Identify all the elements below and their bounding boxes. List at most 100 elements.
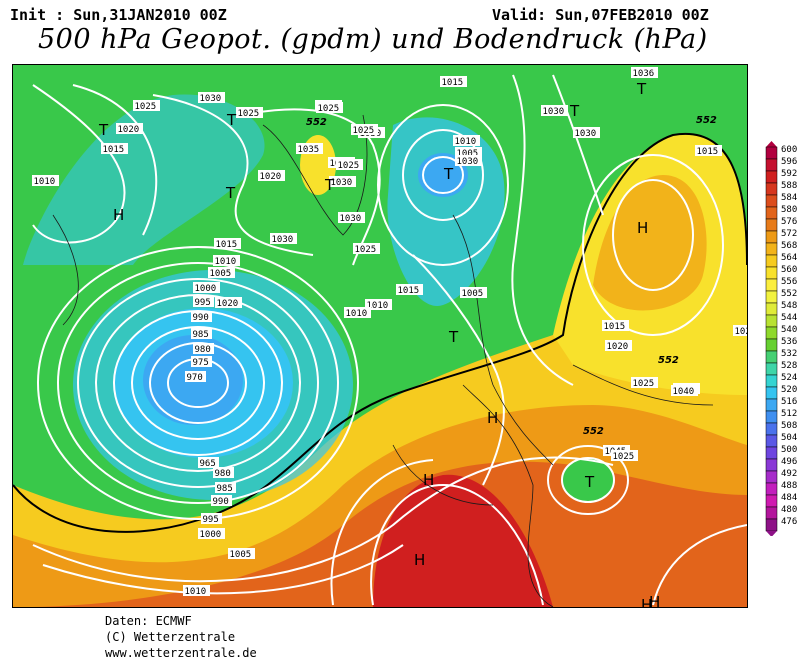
legend-label: 556: [781, 277, 797, 287]
high-pressure-center: H: [641, 596, 652, 607]
isobar-label: 1025: [236, 107, 263, 119]
svg-text:1025: 1025: [633, 379, 655, 389]
height-contour-label: 552: [658, 355, 679, 366]
isobar-label: 1005: [228, 548, 255, 560]
svg-text:1040: 1040: [673, 387, 695, 397]
svg-text:1030: 1030: [340, 214, 362, 224]
legend-label: 600: [781, 145, 797, 155]
legend-label: 560: [781, 265, 797, 275]
svg-text:990: 990: [213, 497, 229, 507]
svg-text:1025: 1025: [135, 102, 157, 112]
isobar-label: 1020: [605, 340, 632, 352]
isobar-label: 1015: [396, 284, 423, 296]
svg-text:980: 980: [195, 345, 211, 355]
high-pressure-center: H: [649, 593, 660, 607]
height-contour-label: 552: [306, 117, 327, 128]
isobar-label: 1010: [32, 175, 59, 187]
legend-label: 572: [781, 229, 797, 239]
svg-text:1030: 1030: [272, 235, 294, 245]
isobar-label: 970: [185, 371, 206, 383]
legend-label: 580: [781, 205, 797, 215]
svg-text:1000: 1000: [195, 284, 217, 294]
legend-swatch: [765, 218, 778, 232]
legend-label: 528: [781, 361, 797, 371]
svg-text:965: 965: [200, 459, 216, 469]
svg-text:1015: 1015: [216, 240, 238, 250]
legend-swatch: [765, 362, 778, 376]
isobar-label: 995: [201, 513, 222, 525]
isobar-label: 1015: [214, 238, 241, 250]
legend-label: 584: [781, 193, 797, 203]
legend-label: 488: [781, 481, 797, 491]
isobar-label: 995: [193, 296, 214, 308]
legend-label: 536: [781, 337, 797, 347]
legend-swatch: [765, 410, 778, 424]
isobar-label: 1005: [455, 147, 482, 159]
low-pressure-center: T: [225, 184, 236, 202]
legend-swatch: [765, 326, 778, 340]
legend-swatch: [765, 398, 778, 412]
low-pressure-center: T: [569, 102, 580, 120]
legend-label: 476: [781, 517, 797, 527]
legend-label: 520: [781, 385, 797, 395]
isobar-label: 1025: [611, 450, 638, 462]
svg-text:1025: 1025: [353, 126, 375, 136]
legend-swatch: [765, 266, 778, 280]
height-label-group: 552 552 552 552: [306, 115, 717, 437]
svg-text:1015: 1015: [398, 286, 420, 296]
legend-arrow-bottom: [766, 531, 777, 536]
isobar-label: 1040: [671, 385, 698, 397]
isobar-label: 985: [191, 328, 212, 340]
svg-text:1015: 1015: [103, 145, 125, 155]
svg-text:1005: 1005: [462, 289, 484, 299]
legend-swatch: [765, 146, 778, 160]
legend-swatch: [765, 302, 778, 316]
isobar-label: 1020: [258, 170, 285, 182]
legend-swatch: [765, 338, 778, 352]
chart-title: 500 hPa Geopot. (gpdm) und Bodendruck (h…: [38, 24, 708, 55]
isobar-label: 1020: [116, 123, 143, 135]
contour-552: [13, 132, 747, 533]
low-pressure-center: T: [443, 165, 454, 183]
legend-label: 564: [781, 253, 797, 263]
svg-text:985: 985: [217, 484, 233, 494]
legend-label: 512: [781, 409, 797, 419]
svg-text:1025: 1025: [238, 109, 260, 119]
svg-text:1005: 1005: [230, 550, 252, 560]
legend-label: 552: [781, 289, 797, 299]
isobar-label: 1030: [198, 92, 225, 104]
legend-label: 524: [781, 373, 797, 383]
svg-text:1020: 1020: [118, 125, 140, 135]
high-pressure-center: H: [487, 409, 498, 427]
isobar-label: 1015: [440, 76, 467, 88]
svg-text:1030: 1030: [543, 107, 565, 117]
legend-label: 500: [781, 445, 797, 455]
isobar-label: 1020: [733, 325, 747, 337]
valid-time: Valid: Sun,07FEB2010 00Z: [492, 6, 709, 24]
isobars: [32, 74, 747, 606]
svg-text:1010: 1010: [34, 177, 56, 187]
isobar-label: 1030: [573, 127, 600, 139]
legend-swatch: [765, 470, 778, 484]
isobar-label: 1030: [338, 212, 365, 224]
legend-swatch: [765, 170, 778, 184]
legend-arrow-top: [766, 141, 777, 147]
height-contour-label: 552: [583, 426, 604, 437]
hot-core-iberia: [373, 474, 553, 607]
legend-swatch: [765, 194, 778, 208]
med-cutoff-low: [562, 458, 614, 502]
isobar-label: 1025: [351, 124, 378, 136]
svg-text:970: 970: [187, 373, 203, 383]
data-source-credit: Daten: ECMWF: [105, 614, 192, 628]
color-legend: 600 596 592 588 584 580 576 572 568 564 560 556 552 5…: [765, 141, 797, 536]
init-time: Init : Sun,31JAN2010 00Z: [10, 6, 227, 24]
map-svg: 1025 1030 1025 1020 1015 1030 1025 1025 1025 1020…: [13, 65, 747, 607]
svg-text:1000: 1000: [200, 530, 222, 540]
legend-label: 588: [781, 181, 797, 191]
svg-text:1010: 1010: [346, 309, 368, 319]
isobar-label: 1000: [198, 528, 225, 540]
low-pressure-center: T: [324, 176, 335, 194]
legend-swatch: [765, 518, 778, 532]
svg-text:990: 990: [193, 313, 209, 323]
svg-text:1025: 1025: [355, 245, 377, 255]
